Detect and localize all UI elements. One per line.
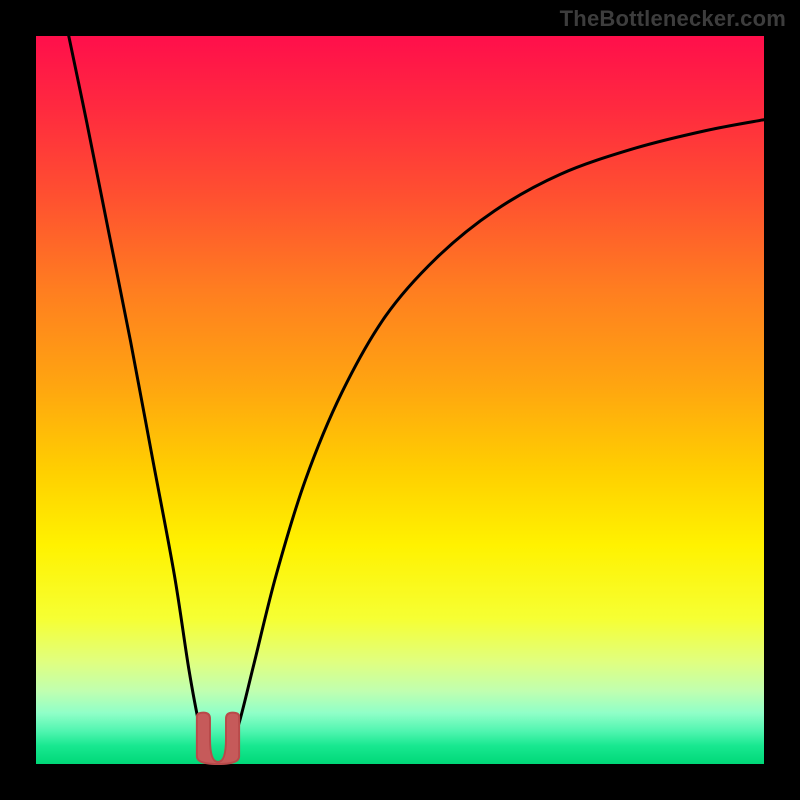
watermark-label: TheBottlenecker.com <box>560 6 786 32</box>
chart-background <box>36 36 764 764</box>
chart-frame: TheBottlenecker.com <box>0 0 800 800</box>
bottleneck-chart <box>0 0 800 800</box>
